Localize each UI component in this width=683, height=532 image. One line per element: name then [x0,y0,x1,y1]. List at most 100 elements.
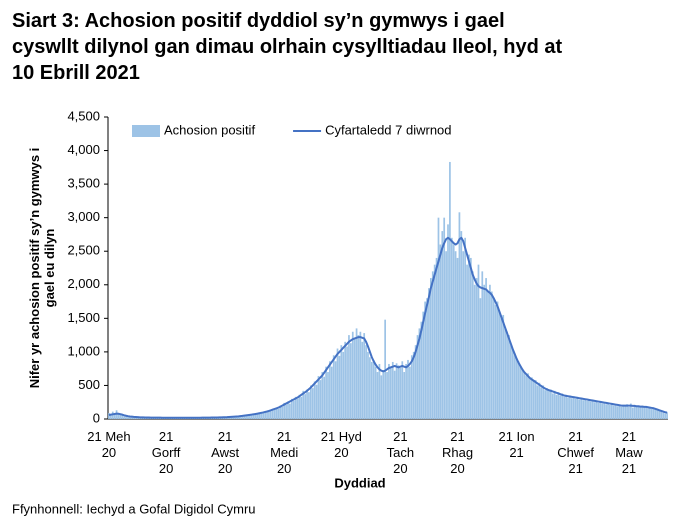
bar [485,278,487,419]
bar [361,341,364,419]
bar [281,406,284,419]
bar [650,408,653,419]
bar [504,328,506,419]
bar [654,409,657,419]
y-tick-label: 3,000 [67,209,100,224]
bar [529,378,531,419]
bar [500,318,503,419]
bar [289,403,291,419]
x-tick-label: 21 Ion 21 [498,429,534,460]
bar [548,390,550,419]
bar [395,363,398,419]
bar [310,385,312,419]
bar [430,278,432,419]
bar [365,345,367,419]
source-note: Ffynhonnell: Iechyd a Gofal Digidol Cymr… [12,501,256,516]
bar [369,357,371,419]
bar [401,361,404,419]
bar [231,416,234,419]
bar [342,351,345,419]
bar [132,417,135,419]
bar [506,331,508,419]
y-tick-label: 2,500 [67,243,100,258]
y-tick-label: 1,000 [67,343,100,358]
bar [563,396,566,419]
bar [418,328,421,419]
bar [367,351,369,419]
bar [275,407,278,419]
bar [391,361,394,419]
bar [235,416,238,419]
x-tick-label: 21 Gorff 20 [152,429,181,476]
bar [510,345,512,419]
bar [479,298,482,419]
legend-swatch [132,125,160,137]
bar [595,400,598,419]
bar [462,251,465,419]
bar [270,411,272,419]
bar [405,363,407,419]
bar [249,414,251,419]
y-tick-label: 1,500 [67,310,100,325]
bar [321,372,324,419]
bar [561,393,564,419]
bar [355,328,358,419]
bar [614,404,617,419]
bar [612,405,615,419]
bar [340,345,343,419]
bar [649,406,651,419]
y-tick-label: 2,000 [67,276,100,291]
bar [330,366,333,419]
bar [113,414,116,419]
bar [127,416,129,419]
line [108,236,668,419]
bar [555,394,558,419]
bar [304,394,306,419]
bar [435,257,438,419]
bar [447,224,449,419]
bar [519,366,522,419]
bar [517,361,520,419]
bar [593,402,596,419]
bar [334,361,337,419]
bar [264,411,266,419]
bar [245,414,247,419]
bar [473,284,476,419]
bar [559,395,562,419]
bar [544,390,546,419]
bar [315,384,318,419]
bar [298,394,301,419]
bar [384,319,386,419]
x-tick-label: 21 Meh 20 [87,429,130,460]
bar [487,291,489,419]
bar [470,257,472,419]
bar [626,404,628,419]
bar [239,416,242,419]
bar [256,413,259,419]
bar [250,415,253,419]
bar [553,390,556,419]
bar [475,278,478,419]
bar [618,404,621,419]
bar [260,412,263,419]
bar [332,355,335,419]
bar [588,399,590,419]
bar [129,415,131,419]
bar [390,367,392,419]
bar [123,416,126,419]
legend-label: Achosion positif [164,122,255,137]
bar [513,355,516,419]
bar [489,284,491,419]
bar [416,335,419,419]
bar [574,398,577,419]
bar [633,404,636,419]
bar [492,298,495,419]
bar [338,355,341,419]
bar [308,392,310,419]
bar [386,372,388,419]
bar [344,341,346,419]
bar [527,373,529,419]
x-tick-label: 21 Maw 21 [615,429,643,476]
bar [108,412,110,419]
y-tick-label: 4,000 [67,142,100,157]
